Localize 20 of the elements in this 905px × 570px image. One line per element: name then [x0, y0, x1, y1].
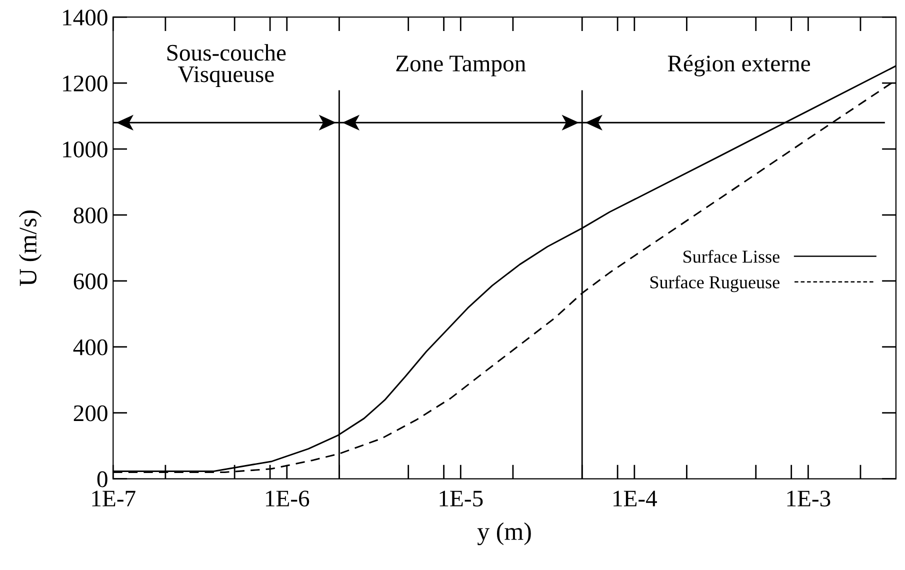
- annotation: Région externe: [668, 54, 810, 76]
- legend-label: Surface Rugueuse: [650, 275, 780, 292]
- x-tick-label: 1E-4: [614, 490, 657, 506]
- x-tick-label: 1E-6: [266, 490, 310, 507]
- y-tick-label: 0: [97, 471, 108, 488]
- annotation: Zone Tampon: [396, 56, 526, 76]
- y-tick-label: 1200: [63, 76, 108, 92]
- y-tick-label: 1400: [63, 10, 108, 26]
- legend-label: Surface Lisse: [684, 250, 780, 263]
- y-tick-label: 200: [74, 405, 108, 422]
- y-tick-label: 800: [74, 207, 108, 224]
- y-tick-label: 400: [73, 339, 108, 356]
- x-tick-label: 1E-5: [440, 490, 483, 507]
- annotation: Sous-couche Visqueuse: [167, 44, 286, 87]
- x-axis-title: y (m): [477, 522, 531, 546]
- y-tick-label: 1000: [63, 142, 108, 158]
- y-axis-title: U (m/s): [18, 210, 42, 286]
- x-tick-label: 1E-3: [787, 490, 830, 507]
- x-tick-label: 1E-7: [92, 490, 136, 506]
- y-tick-label: 600: [74, 273, 108, 290]
